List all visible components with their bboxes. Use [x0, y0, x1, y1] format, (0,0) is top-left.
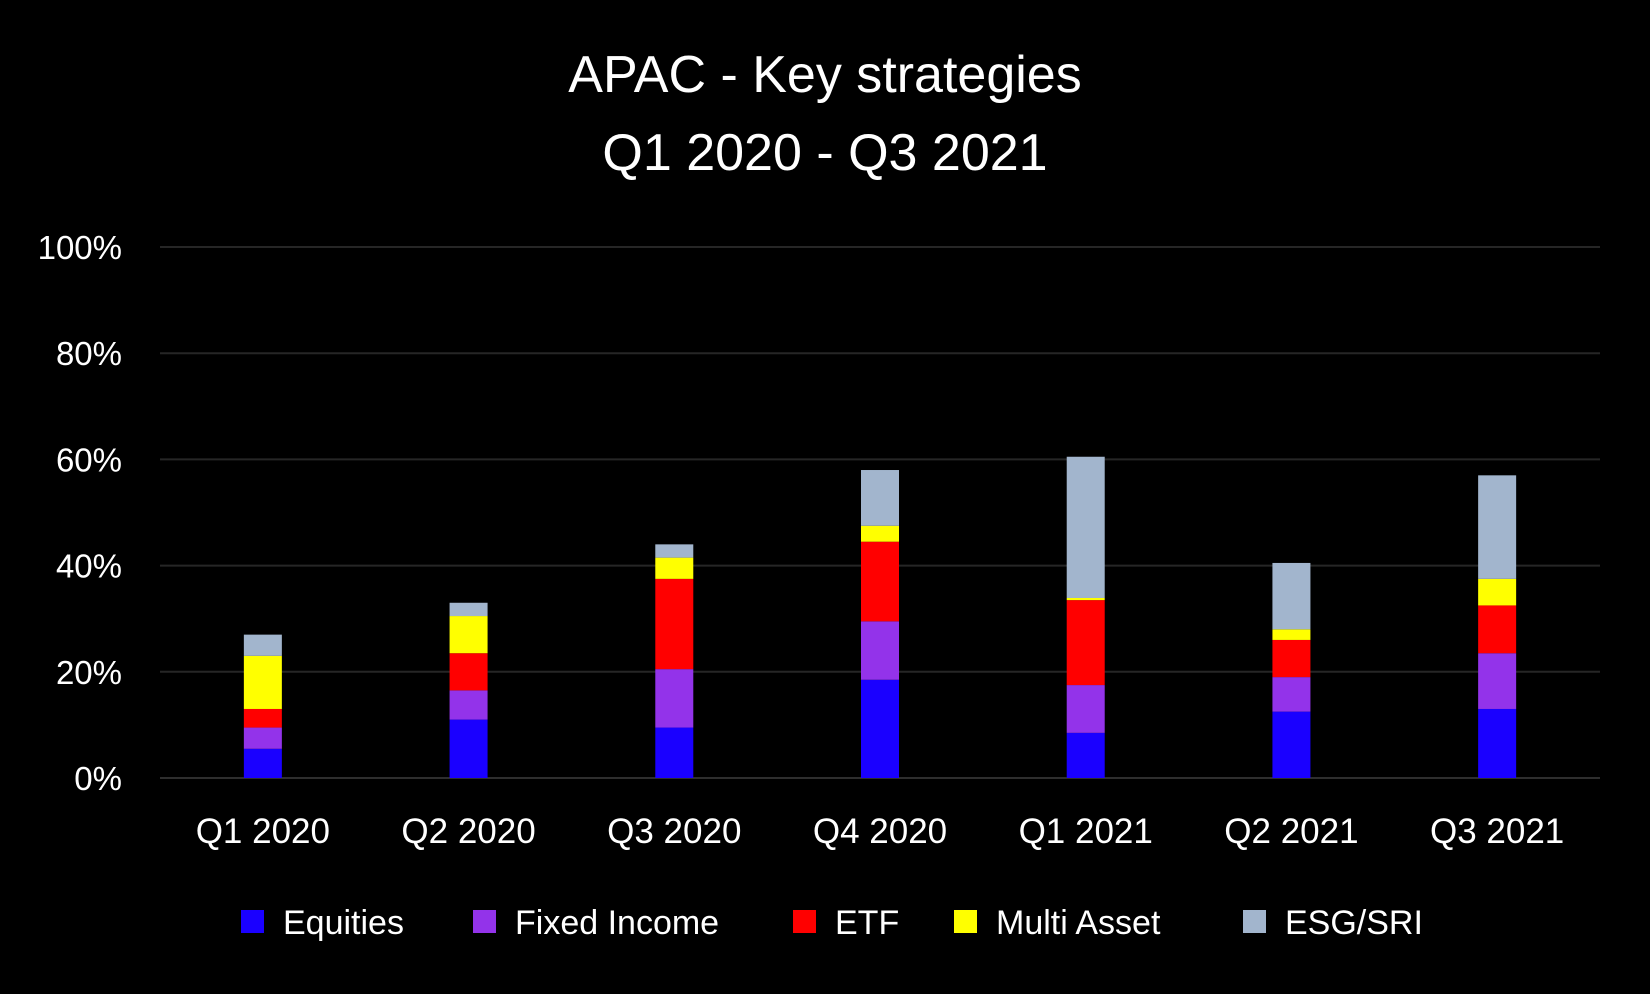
bars [243, 456, 1517, 778]
legend-label: ESG/SRI [1285, 904, 1423, 942]
legend-item: ETF [793, 904, 899, 942]
x-tick-label: Q4 2020 [813, 812, 947, 851]
bar-stack [1272, 562, 1311, 778]
bar-stack [1478, 475, 1517, 778]
bar-segment-equities [1066, 732, 1105, 778]
bar-segment-etf [1272, 639, 1311, 678]
y-tick-label: 80% [56, 335, 122, 372]
legend-label: Multi Asset [996, 904, 1161, 942]
bar-segment-fixed-income [243, 727, 282, 749]
bar-segment-esg-sri [1272, 562, 1311, 630]
bar-segment-fixed-income [1272, 677, 1311, 712]
bar-segment-esg-sri [449, 602, 488, 617]
x-tick-label: Q3 2020 [607, 812, 741, 851]
bar-segment-esg-sri [243, 634, 282, 656]
y-axis-ticks: 0% 20% 40% 60% 80% 100% [38, 229, 122, 797]
y-tick-label: 0% [74, 760, 122, 797]
legend-item: Equities [241, 904, 404, 942]
bar-segment-multi-asset [655, 557, 694, 579]
bar-segment-esg-sri [1478, 475, 1517, 579]
bar-segment-multi-asset [1272, 629, 1311, 640]
y-tick-label: 40% [56, 548, 122, 585]
bar-stack [243, 634, 282, 778]
y-tick-label: 20% [56, 654, 122, 691]
bar-segment-fixed-income [861, 621, 899, 680]
legend: Equities Fixed Income ETF Multi Asset ESG/SR… [241, 904, 1423, 942]
bar-segment-multi-asset [449, 616, 488, 654]
x-tick-label: Q3 2021 [1430, 812, 1564, 851]
bar-segment-etf [243, 708, 282, 728]
bar-stack [861, 470, 899, 778]
bar-segment-fixed-income [449, 690, 488, 720]
bar-segment-esg-sri [655, 544, 694, 558]
bar-segment-etf [861, 541, 899, 622]
x-tick-label: Q2 2020 [401, 812, 535, 851]
bar-segment-fixed-income [655, 669, 694, 728]
x-tick-label: Q1 2020 [196, 812, 330, 851]
y-tick-label: 100% [38, 229, 122, 266]
legend-swatch [793, 910, 816, 933]
x-tick-label: Q2 2021 [1224, 812, 1358, 851]
chart-title-line-1: APAC - Key strategies [568, 46, 1081, 104]
bar-stack [1066, 456, 1105, 778]
bar-segment-equities [1478, 708, 1517, 778]
legend-item: Multi Asset [954, 904, 1161, 942]
bar-segment-etf [449, 653, 488, 691]
legend-label: Fixed Income [515, 904, 719, 942]
legend-swatch [954, 910, 977, 933]
bar-segment-esg-sri [1066, 456, 1105, 598]
legend-item: Fixed Income [473, 904, 719, 942]
legend-swatch [1243, 910, 1266, 933]
bar-segment-multi-asset [1066, 597, 1105, 601]
legend-label: ETF [835, 904, 899, 942]
x-axis-ticks: Q1 2020 Q2 2020 Q3 2020 Q4 2020 Q1 2021 Q2 20… [196, 812, 1565, 851]
legend-item: ESG/SRI [1243, 904, 1423, 942]
bar-segment-fixed-income [1478, 653, 1517, 709]
bar-segment-multi-asset [243, 655, 282, 709]
legend-swatch [241, 910, 264, 933]
bar-segment-fixed-income [1066, 685, 1105, 733]
bar-segment-equities [1272, 711, 1311, 778]
legend-label: Equities [283, 904, 404, 942]
bar-segment-equities [243, 748, 282, 778]
bar-stack [655, 544, 694, 778]
bar-segment-multi-asset [1478, 578, 1517, 606]
bar-segment-etf [655, 578, 694, 670]
y-tick-label: 60% [56, 441, 122, 478]
bar-segment-etf [1066, 600, 1105, 686]
legend-swatch [473, 910, 496, 933]
x-tick-label: Q1 2021 [1019, 812, 1153, 851]
bar-segment-esg-sri [861, 470, 899, 526]
bar-segment-etf [1478, 605, 1517, 654]
bar-segment-multi-asset [861, 525, 899, 542]
bar-segment-equities [655, 727, 694, 778]
chart-title-line-2: Q1 2020 - Q3 2021 [602, 124, 1047, 182]
bar-segment-equities [861, 679, 899, 778]
bar-segment-equities [449, 719, 488, 778]
bar-stack [449, 602, 488, 778]
